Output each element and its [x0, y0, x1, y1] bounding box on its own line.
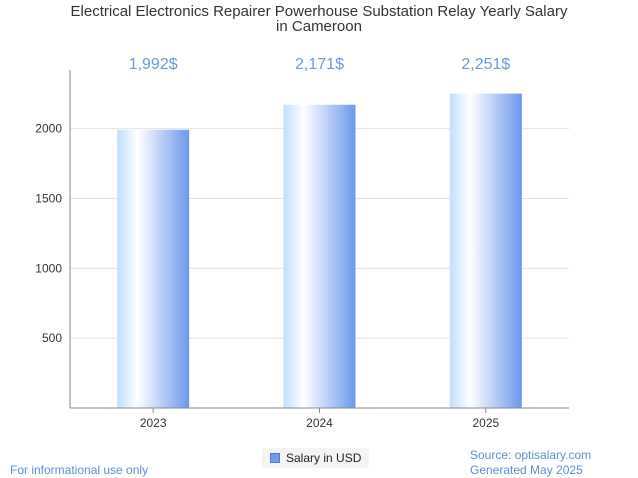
legend-label: Salary in USD	[286, 451, 362, 465]
y-tick-label: 1500	[35, 191, 62, 205]
legend-swatch	[270, 453, 280, 463]
data-label-2023: 1,992$	[129, 56, 178, 73]
source-link[interactable]: Source: optisalary.com	[470, 448, 592, 462]
data-label-2024: 2,171$	[295, 56, 344, 73]
x-tick-label-2024: 2024	[306, 416, 333, 430]
generated-date: Generated May 2025	[470, 463, 583, 477]
y-tick-label: 1000	[35, 261, 62, 275]
disclaimer: For informational use only	[10, 463, 149, 477]
source-info: Source: optisalary.com Generated May 202…	[470, 448, 591, 478]
x-tick-label-2023: 2023	[140, 416, 167, 430]
data-label-2025: 2,251$	[461, 56, 510, 73]
bar-2024[interactable]	[283, 104, 356, 409]
bar-2023[interactable]	[117, 129, 190, 409]
chart-title: Electrical Electronics Repairer Powerhou…	[0, 4, 638, 34]
x-tick-label-2025: 2025	[472, 416, 499, 430]
y-tick-label: 2000	[35, 122, 62, 136]
chart-title-line-2: in Cameroon	[276, 18, 362, 35]
chart-title-line-1: Electrical Electronics Repairer Powerhou…	[70, 3, 568, 20]
bar-2025[interactable]	[449, 93, 522, 409]
legend[interactable]: Salary in USD	[262, 448, 370, 468]
y-tick-label: 500	[42, 331, 62, 345]
